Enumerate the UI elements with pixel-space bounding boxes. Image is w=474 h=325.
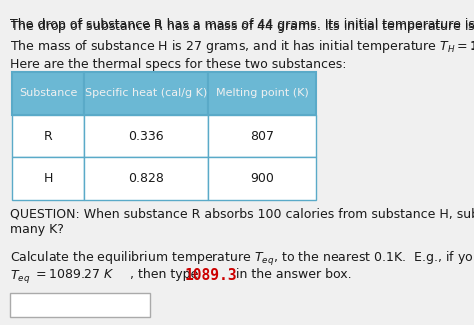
- Bar: [84, 72, 208, 115]
- Text: H: H: [43, 172, 53, 185]
- Text: Substance: Substance: [19, 88, 77, 98]
- Text: Here are the thermal specs for these two substances:: Here are the thermal specs for these two…: [10, 58, 346, 71]
- Text: QUESTION: When substance R absorbs 100 calories from substance H, substance R he: QUESTION: When substance R absorbs 100 c…: [10, 208, 474, 236]
- Bar: [208, 72, 316, 115]
- Text: in the answer box.: in the answer box.: [232, 268, 352, 281]
- Bar: [208, 157, 316, 200]
- Text: 807: 807: [250, 129, 274, 142]
- Text: 900: 900: [250, 172, 274, 185]
- Bar: [84, 115, 208, 157]
- Text: The drop of substance R has a mass of 44 grams. Its initial temperature is: The drop of substance R has a mass of 44…: [10, 18, 474, 31]
- Bar: [12, 72, 84, 115]
- Bar: [12, 157, 84, 200]
- Text: $T_{eq}$: $T_{eq}$: [10, 268, 30, 285]
- Text: $= 1089.27\ K$: $= 1089.27\ K$: [33, 268, 115, 281]
- Text: Specific heat (cal/g K): Specific heat (cal/g K): [85, 88, 207, 98]
- Bar: [12, 115, 84, 157]
- Text: Calculate the equilibrium temperature $T_{eq}$, to the nearest 0.1K.  E.g., if y: Calculate the equilibrium temperature $T…: [10, 250, 474, 268]
- Text: 1089.3: 1089.3: [185, 268, 237, 283]
- Text: Melting point (K): Melting point (K): [216, 88, 309, 98]
- Bar: [208, 115, 316, 157]
- Text: R: R: [44, 129, 52, 142]
- Text: The drop of substance R has a mass of 44 grams. Its initial temperature is $T_R : The drop of substance R has a mass of 44…: [10, 18, 474, 35]
- Bar: [10, 293, 150, 317]
- Text: 0.336: 0.336: [128, 129, 164, 142]
- Bar: [84, 157, 208, 200]
- Text: 0.828: 0.828: [128, 172, 164, 185]
- Text: , then type: , then type: [130, 268, 202, 281]
- Text: The mass of substance H is 27 grams, and it has initial temperature $T_H = \math: The mass of substance H is 27 grams, and…: [10, 38, 474, 55]
